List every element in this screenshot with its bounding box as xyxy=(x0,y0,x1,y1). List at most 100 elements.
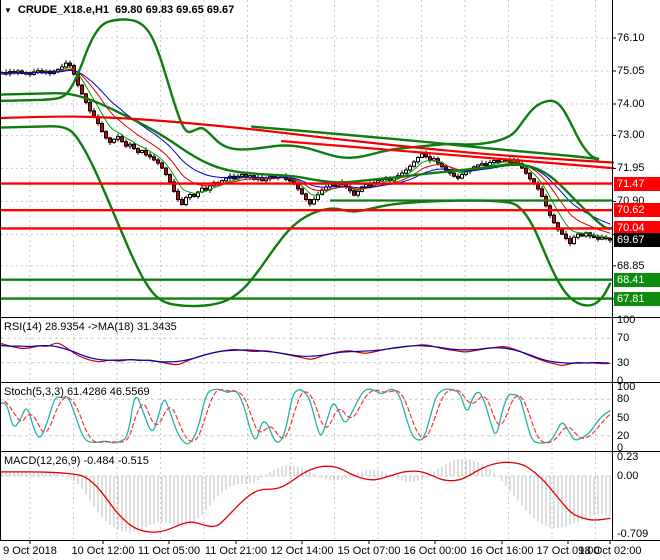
price-level-badge: 68.41 xyxy=(614,272,660,287)
candle-body xyxy=(460,173,464,179)
candle-body xyxy=(156,159,160,164)
candle-body xyxy=(68,62,72,67)
time-axis-label: 18 Oct 02:00 xyxy=(578,545,642,557)
time-axis-label: 9 Oct 2018 xyxy=(3,545,57,557)
candle-body xyxy=(424,153,428,158)
candle-body xyxy=(608,238,612,241)
candle-body xyxy=(408,165,412,171)
time-axis-label: 12 Oct 14:00 xyxy=(270,545,334,557)
candle-body xyxy=(600,236,604,240)
candle-body xyxy=(304,193,308,201)
candle-body xyxy=(204,187,208,191)
candle-body xyxy=(288,178,292,182)
candle-body xyxy=(576,233,580,238)
red-trendline xyxy=(280,140,615,170)
candle-body xyxy=(480,163,484,166)
candle-body xyxy=(104,131,108,139)
candle-body xyxy=(188,194,192,199)
candle-body xyxy=(556,222,560,231)
macd-label: MACD(12,26,9) -0.484 -0.515 xyxy=(4,455,149,467)
ema_green-line xyxy=(1,67,611,239)
candle-body xyxy=(596,236,600,240)
rsi-axis-label: 70 xyxy=(617,332,630,345)
time-axis-label: 11 Oct 21:00 xyxy=(204,545,268,557)
stoch-axis-label: 80 xyxy=(617,393,630,406)
price-tick-label: 76.10 xyxy=(617,32,645,44)
candle-body xyxy=(428,156,432,162)
candle-body xyxy=(412,161,416,167)
candle-body xyxy=(132,143,136,150)
candle-body xyxy=(356,190,360,196)
price-tick-label: 75.05 xyxy=(617,65,645,77)
candle-body xyxy=(80,84,84,95)
candle-body xyxy=(140,150,144,153)
candle-body xyxy=(376,180,380,184)
time-axis-label: 15 Oct 07:00 xyxy=(337,545,401,557)
candle-body xyxy=(120,136,124,143)
candle-body xyxy=(148,154,152,158)
time-axis-label: 16 Oct 00:00 xyxy=(403,545,467,557)
candle-body xyxy=(308,199,312,205)
candle-body xyxy=(136,148,140,153)
candle-body xyxy=(572,236,576,245)
time-axis-label: 10 Oct 12:00 xyxy=(71,545,135,557)
rsi-axis-label: 30 xyxy=(617,356,630,369)
candle-body xyxy=(452,172,456,177)
time-axis-label: 17 Oct 09:00 xyxy=(536,545,600,557)
macd-signal-line xyxy=(0,461,611,533)
candle-body xyxy=(484,163,488,167)
stoch-axis-label: 0 xyxy=(617,442,624,454)
candle-body xyxy=(364,183,368,188)
candle-body xyxy=(416,156,420,163)
stoch-axis-label: 50 xyxy=(617,411,630,424)
stoch-axis-label: 100 xyxy=(617,381,636,393)
price-level-badge: 69.67 xyxy=(614,233,660,248)
rsi-axis-label: 100 xyxy=(617,314,636,326)
candle-body xyxy=(456,175,460,179)
candle-body xyxy=(312,199,316,205)
candle-body xyxy=(164,167,168,175)
candle-body xyxy=(584,232,588,237)
rsi-label: RSI(14) 28.9354 ->MA(18) 31.3435 xyxy=(4,321,177,333)
candle-body xyxy=(524,167,528,174)
candle-body xyxy=(108,137,112,143)
time-axis-label: 16 Oct 16:00 xyxy=(470,545,534,557)
candle-body xyxy=(92,110,96,118)
candle-body xyxy=(580,233,584,237)
candle-body xyxy=(404,169,408,174)
price-level-badge: 70.62 xyxy=(614,203,660,218)
chart-dropdown-icon[interactable]: ▼ xyxy=(4,5,12,15)
green-trendline xyxy=(250,125,600,161)
candle-body xyxy=(196,191,200,197)
candle-body xyxy=(476,164,480,168)
rsi-ma-line xyxy=(0,344,609,364)
candle-body xyxy=(400,172,404,177)
candle-body xyxy=(300,188,304,195)
time-axis-label: 11 Oct 05:00 xyxy=(137,545,201,557)
candle-body xyxy=(560,229,564,235)
macd-axis-label: 0.00 xyxy=(617,470,639,482)
ohlc-values: 69.80 69.83 69.65 69.67 xyxy=(115,4,235,16)
price-tick-label: 71.95 xyxy=(617,162,645,175)
stoch-label: Stoch(5,3,3) 61.4286 46.5569 xyxy=(4,386,150,398)
price-level-badge: 71.47 xyxy=(614,176,660,191)
macd-axis-label: 0.23 xyxy=(617,451,639,464)
candle-body xyxy=(100,122,104,133)
candle-body xyxy=(112,138,116,143)
candle-body xyxy=(420,153,424,158)
stoch-k-line xyxy=(0,388,611,445)
candle-body xyxy=(168,173,172,183)
price-tick-label: 68.85 xyxy=(617,259,645,272)
candle-body xyxy=(152,156,156,161)
candle-body xyxy=(128,143,132,147)
candle-body xyxy=(564,233,568,240)
candle-body xyxy=(528,172,532,180)
candle-body xyxy=(88,101,92,112)
chart-title-row: ▼ CRUDE_X18.e,H1 69.80 69.83 69.65 69.67 xyxy=(4,4,234,16)
candle-body xyxy=(240,173,244,177)
red-ma-line xyxy=(0,115,615,164)
candle-body xyxy=(184,197,188,206)
price-level-badge: 70.04 xyxy=(614,221,660,236)
